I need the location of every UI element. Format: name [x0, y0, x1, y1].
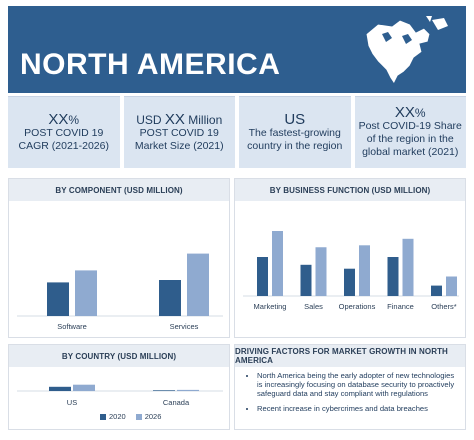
legend-item-2020: 2020	[100, 412, 126, 421]
bar-operations-2026	[359, 245, 370, 296]
bar-us-2026	[73, 384, 95, 391]
bar-sales-2026	[315, 247, 327, 296]
legend-swatch	[100, 414, 106, 421]
bar-services-2026	[187, 253, 209, 316]
bar-others--2026	[446, 276, 457, 296]
stat-label: Post COVID-19 Share of the region in the…	[358, 120, 462, 158]
legend-item-2026: 2026	[135, 412, 161, 421]
bar-software-2026	[75, 270, 97, 316]
bar-canada-2026	[177, 389, 199, 391]
category-label: Operations	[339, 302, 376, 311]
stat-value: XX%	[48, 110, 80, 128]
stat-cagr: XX% POST COVID 19 CAGR (2021-2026)	[8, 96, 120, 168]
drivers-panel: DRIVING FACTORS FOR MARKET GROWTH IN NOR…	[234, 344, 466, 430]
stat-label: POST COVID 19 CAGR (2021-2026)	[18, 126, 109, 152]
stat-label: The fastest-growing country in the regio…	[247, 126, 343, 152]
north-america-map-icon	[365, 16, 448, 85]
region-title: NORTH AMERICA	[20, 48, 281, 81]
function-chart: Marketing Sales Operations Finance Others*	[243, 231, 459, 311]
bar-canada-2020	[153, 390, 175, 391]
stat-market-size: USD XX Million POST COVID 19 Market Size…	[123, 96, 235, 168]
category-label: Software	[57, 322, 87, 331]
stat-value: XX%	[394, 104, 426, 121]
category-label: Canada	[163, 398, 190, 407]
category-label: Others*	[431, 302, 457, 311]
chart-title: BY COUNTRY (USD MILLION)	[9, 345, 229, 367]
component-chart-panel: BY COMPONENT (USD MILLION) Software Servi…	[8, 178, 230, 338]
drivers-title: DRIVING FACTORS FOR MARKET GROWTH IN NOR…	[235, 345, 465, 367]
component-chart: Software Services	[17, 253, 223, 331]
category-label: US	[67, 398, 77, 407]
chart-title: BY BUSINESS FUNCTION (USD MILLION)	[235, 179, 465, 201]
stats-row: XX% POST COVID 19 CAGR (2021-2026) USD X…	[8, 96, 466, 168]
stat-label: POST COVID 19 Market Size (2021)	[134, 126, 224, 152]
bar-marketing-2026	[272, 231, 283, 296]
driver-item: Recent increase in cybercrimes and data …	[257, 404, 459, 413]
stat-value: USD XX Million	[136, 110, 223, 128]
region-header: NORTH AMERICA	[8, 6, 466, 93]
country-chart-panel: BY COUNTRY (USD MILLION) US Canada	[8, 344, 230, 430]
category-label: Finance	[387, 302, 414, 311]
stat-fastest-country: US The fastest-growing country in the re…	[239, 96, 351, 168]
chart-title: BY COMPONENT (USD MILLION)	[9, 179, 229, 201]
category-label: Marketing	[254, 302, 287, 311]
driver-item: North America being the early adopter of…	[257, 371, 459, 398]
bar-marketing-2020	[257, 257, 268, 296]
bar-others--2020	[431, 285, 442, 296]
function-chart-panel: BY BUSINESS FUNCTION (USD MILLION) Marke…	[234, 178, 466, 338]
category-label: Sales	[304, 302, 323, 311]
bar-us-2020	[49, 386, 71, 391]
bar-software-2020	[47, 282, 69, 316]
stat-value: US	[284, 110, 306, 128]
chart-legend: 2020 2026	[100, 412, 161, 421]
country-chart: US Canada	[17, 384, 223, 407]
category-label: Services	[170, 322, 199, 331]
drivers-list: North America being the early adopter of…	[245, 371, 459, 419]
stat-global-share: XX% Post COVID-19 Share of the region in…	[354, 96, 466, 168]
bar-finance-2020	[387, 257, 399, 296]
legend-swatch	[135, 414, 142, 421]
bar-operations-2020	[344, 268, 355, 296]
bar-sales-2020	[300, 264, 312, 296]
bar-finance-2026	[402, 238, 414, 296]
bar-services-2020	[159, 280, 181, 316]
